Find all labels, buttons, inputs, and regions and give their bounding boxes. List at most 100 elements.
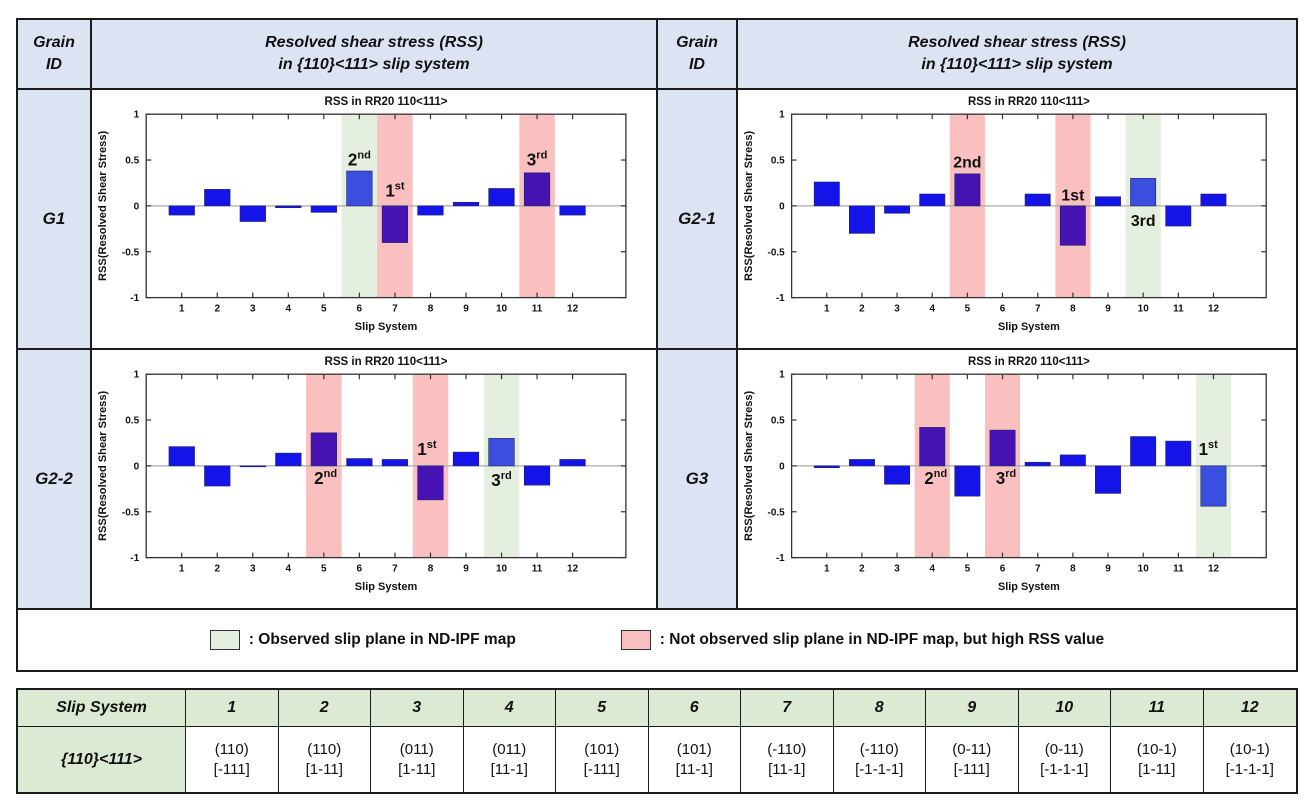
slip-table-col-10: 10: [1018, 690, 1111, 727]
x-tick-label: 8: [428, 564, 434, 575]
y-tick-label: 0: [134, 461, 140, 472]
slip-table-cell-8: (-110) [-1-1-1]: [833, 727, 926, 792]
x-tick-label: 1: [179, 564, 185, 575]
bar-slip-4: [275, 452, 302, 467]
slip-table-col-8: 8: [833, 690, 926, 727]
x-tick-label: 5: [321, 304, 327, 315]
legend-observed-label: : Observed slip plane in ND-IPF map: [248, 631, 516, 648]
x-tick-label: 6: [357, 304, 363, 315]
rss-header-left: Resolved shear stress (RSS) in {110}<111…: [92, 20, 658, 90]
rss-header-left-label: Resolved shear stress (RSS) in {110}<111…: [265, 33, 483, 73]
slip-table-cell-10: (0-11) [-1-1-1]: [1018, 727, 1111, 792]
observed-swatch-icon: [209, 630, 240, 650]
slip-table-col-4: 4: [463, 690, 556, 727]
rank-label: 3rd: [996, 468, 1016, 488]
bar-slip-2: [849, 459, 875, 467]
slip-plane: (110): [214, 741, 249, 758]
y-tick-label: -1: [776, 553, 785, 564]
y-tick-label: -1: [130, 553, 139, 564]
x-tick-label: 9: [463, 564, 469, 575]
x-tick-label: 7: [392, 564, 398, 575]
x-tick-label: 2: [859, 304, 865, 315]
grain-label-g2-2: G2-2: [18, 350, 92, 610]
bar-slip-1: [813, 465, 840, 469]
slip-plane: (0-11): [1044, 741, 1084, 758]
y-tick-label: -1: [130, 293, 139, 304]
x-tick-label: 12: [567, 304, 579, 315]
bar-slip-5: [954, 465, 981, 497]
slip-table-cell-2: (110) [1-11]: [278, 727, 371, 792]
legend-not-observed-label: : Not observed slip plane in ND-IPF map,…: [659, 631, 1105, 648]
slip-table-col-7: 7: [741, 690, 834, 727]
slip-plane: (011): [492, 741, 527, 758]
rss-bar-chart: RSS in RR20 110<111>10.50-0.5-11 2 3 4 5 6 7 8 9…: [97, 96, 627, 333]
slip-table-col-3: 3: [371, 690, 464, 727]
bar-slip-2: [204, 465, 231, 487]
bar-slip-3: [884, 205, 911, 214]
rss-header-right: Resolved shear stress (RSS) in {110}<111…: [738, 20, 1296, 90]
rank-label: 2nd: [924, 468, 947, 488]
bar-slip-5: [310, 432, 337, 467]
bar-slip-6: [989, 429, 1016, 467]
x-tick-label: 6: [1000, 304, 1006, 315]
x-tick-label: 11: [1173, 564, 1184, 575]
bar-slip-4: [919, 193, 946, 207]
y-tick-label: 1: [779, 110, 785, 121]
plot-box: [145, 113, 627, 299]
slip-direction: [1-11]: [1138, 760, 1176, 778]
slip-direction: [-111]: [213, 760, 250, 778]
chart-g3: RSS in RR20 110<111> 1 0.5 0 -0.5 -1 1 2 3 4 5 6 7 8 9…: [738, 350, 1296, 610]
rank-label: 2nd: [953, 154, 981, 171]
bar-slip-9: [1095, 465, 1121, 494]
bar-slip-11: [1165, 205, 1192, 227]
slip-direction: [1-11]: [305, 760, 343, 778]
bar-slip-6: [346, 170, 373, 207]
x-axis-label: Slip System: [998, 321, 1060, 333]
grain-id-header-right-label: Grain ID: [676, 33, 718, 73]
slip-table-col-6: 6: [648, 690, 741, 727]
x-tick-label: 7: [1035, 304, 1041, 315]
x-tick-label: 3: [894, 564, 900, 575]
y-tick-label: -0.5: [122, 247, 140, 258]
x-tick-label: 4: [286, 304, 292, 315]
slip-table-cell-5: (101) [-111]: [556, 727, 649, 792]
x-tick-label: 8: [1070, 304, 1076, 315]
slip-direction: [-1-1-1]: [855, 760, 904, 778]
x-axis-label: Slip System: [355, 321, 418, 333]
slip-direction: [-111]: [583, 760, 620, 778]
grain-label-g2-1: G2-1: [658, 90, 738, 350]
slip-table-col-9: 9: [926, 690, 1019, 727]
rank-label: 2nd: [348, 150, 371, 170]
slip-direction: [1-11]: [398, 760, 436, 778]
chart-title: RSS in RR20 110<111>: [968, 356, 1090, 368]
plot-box: [145, 373, 627, 559]
y-tick-label: -0.5: [122, 507, 140, 518]
bar-slip-7: [1024, 461, 1051, 467]
bar-slip-8: [1059, 454, 1086, 467]
rss-bar-chart: RSS in RR20 110<111>10.50-0.5-11 2 3 4 5 6 7 8 9…: [743, 356, 1267, 593]
bar-slip-7: [1024, 193, 1051, 207]
y-tick-label: -0.5: [768, 247, 786, 258]
x-tick-label: 12: [567, 564, 579, 575]
rank-label: 3rd: [527, 150, 548, 170]
chart-g2-2: RSS in RR20 110<111> 1 0.5 0 -0.5 -1 1 2 3 4 5 6 7 8 9…: [92, 350, 658, 610]
x-tick-label: 4: [286, 564, 292, 575]
grain-label-g1: G1: [18, 90, 92, 350]
grain-label-g3: G3: [658, 350, 738, 610]
rank-label: 3rd: [491, 470, 512, 490]
slip-plane: (10-1): [1229, 741, 1270, 758]
slip-table-col-1: 1: [186, 690, 279, 727]
y-tick-label: 0: [779, 201, 785, 212]
x-tick-label: 5: [321, 564, 327, 575]
bar-slip-8: [417, 465, 444, 501]
bar-slip-1: [813, 181, 840, 207]
bar-slip-12: [1200, 465, 1227, 507]
slip-table-cell-12: (10-1) [-1-1-1]: [1203, 727, 1296, 792]
bar-slip-8: [1059, 205, 1086, 246]
y-tick-label: -0.5: [768, 507, 786, 518]
x-tick-label: 10: [1138, 304, 1149, 315]
slip-table-cell-3: (011) [1-11]: [371, 727, 464, 792]
slip-table-col-12: 12: [1203, 690, 1296, 727]
chart-title: RSS in RR20 110<111>: [968, 96, 1090, 108]
bar-slip-2: [849, 205, 875, 234]
